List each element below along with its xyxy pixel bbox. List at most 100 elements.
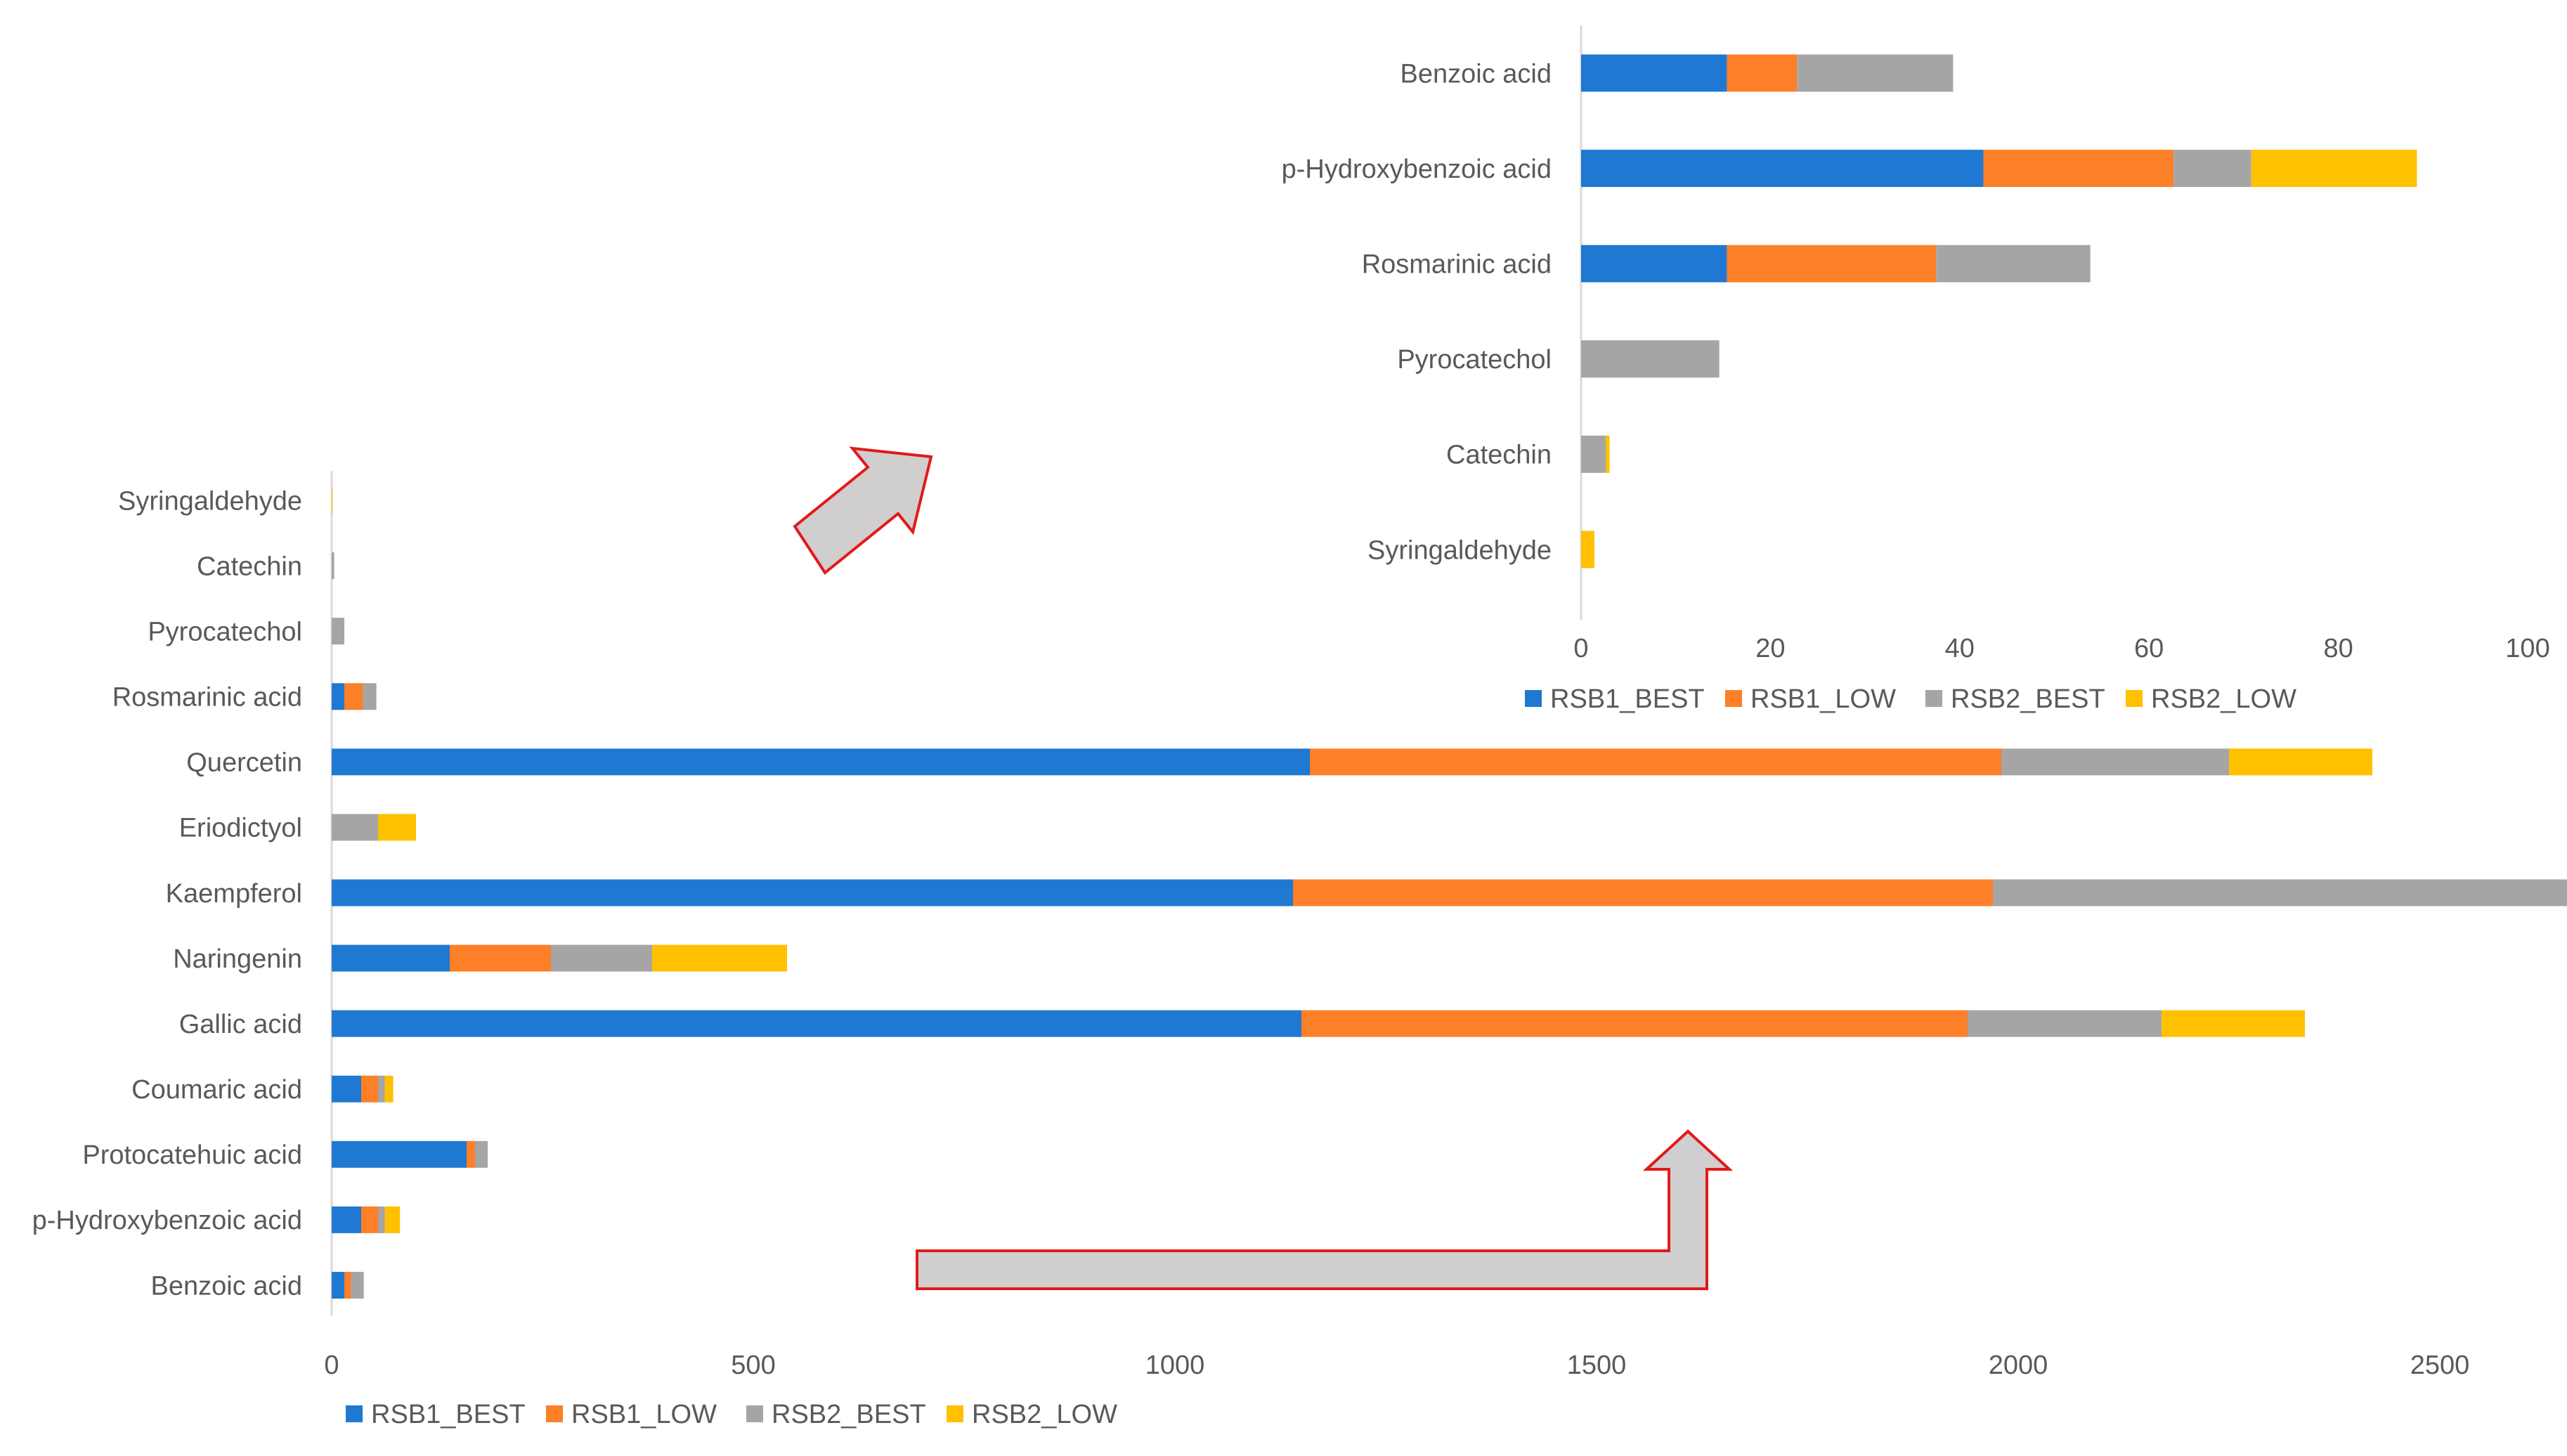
bar-segment-rsb1-best: [332, 944, 450, 972]
category-label: Quercetin: [186, 748, 302, 778]
category-label: Rosmarinic acid: [1362, 250, 1552, 280]
bar-segment-rsb1-low: [1293, 879, 1993, 906]
legend-label: RSB1_BEST: [371, 1400, 526, 1429]
bar-segment-rsb1-low: [361, 1206, 378, 1233]
bar-segment-rsb1-best: [332, 1271, 344, 1299]
category-label: Protocatehuic acid: [82, 1140, 302, 1170]
bar-segment-rsb2-best: [2001, 748, 2229, 776]
overall-chart: Syringaldehyde Catechin Pyrocatechol Rosmar…: [32, 471, 2567, 1429]
bar-segment-rsb1-low: [1301, 1010, 1968, 1037]
bar-segment-rsb1-low: [1727, 245, 1937, 282]
bar-segment-rsb2-best: [332, 552, 334, 580]
bar-segment-rsb2-best: [1936, 245, 2091, 282]
category-label: Eriodictyol: [179, 814, 302, 843]
category-label: Benzoic acid: [1401, 59, 1552, 89]
category-label: Syringaldehyde: [1367, 535, 1552, 565]
category-label: Syringaldehyde: [118, 486, 302, 516]
category-label: Catechin: [1446, 441, 1552, 470]
category-label: Rosmarinic acid: [112, 683, 302, 713]
legend-label: RSB1_BEST: [1550, 684, 1705, 714]
bar-segment-rsb2-best: [332, 618, 344, 645]
legend-swatch: [746, 1405, 763, 1422]
bar-segment-rsb2-low: [384, 1075, 394, 1103]
bar-segment-rsb2-low: [1606, 435, 1610, 473]
legend-label: RSB2_LOW: [972, 1400, 1117, 1429]
category-label: Gallic acid: [179, 1010, 302, 1039]
bar-segment-rsb2-best: [1797, 54, 1954, 92]
category-label: Catechin: [197, 552, 302, 581]
bar-segment-rsb2-best: [332, 814, 378, 841]
x-tick-label: 80: [2323, 634, 2353, 663]
x-tick-label: 500: [731, 1351, 775, 1380]
diagonal-arrow-icon: [793, 446, 933, 575]
category-label: Pyrocatechol: [1397, 345, 1552, 375]
category-label: p-Hydroxybenzoic acid: [32, 1206, 302, 1235]
bar-segment-rsb1-low: [1310, 748, 2001, 776]
bar-segment-rsb2-low: [2251, 150, 2417, 188]
bar-segment-rsb2-best: [363, 683, 377, 710]
bar-segment-rsb2-best: [1993, 879, 2567, 906]
x-tick-label: 0: [324, 1351, 339, 1380]
bar-segment-rsb2-low: [2162, 1010, 2305, 1037]
bar-segment-rsb1-low: [1727, 54, 1798, 92]
bar-segment-rsb2-low: [384, 1206, 401, 1233]
bar-segment-rsb2-best: [1581, 435, 1606, 473]
legend-label: RSB2_LOW: [2151, 684, 2296, 714]
x-tick-label: 1500: [1567, 1351, 1627, 1380]
category-label: Coumaric acid: [131, 1075, 302, 1105]
legend-swatch: [2126, 690, 2143, 707]
bar-segment-rsb1-low: [1983, 150, 2174, 188]
bar-segment-rsb1-best: [1581, 245, 1727, 282]
bar-segment-rsb1-best: [332, 748, 1310, 776]
legend-swatch: [546, 1405, 563, 1422]
bar-segment-rsb1-best: [1581, 54, 1727, 92]
category-label: Naringenin: [173, 944, 302, 974]
category-label: Benzoic acid: [151, 1271, 302, 1301]
bar-segment-rsb1-low: [344, 1271, 351, 1299]
x-tick-label: 20: [1755, 634, 1785, 663]
category-label: Pyrocatechol: [148, 617, 302, 646]
bar-segment-rsb1-best: [332, 1075, 361, 1103]
bar-segment-rsb1-best: [332, 1206, 361, 1233]
bar-segment-rsb2-best: [351, 1271, 364, 1299]
bar-segment-rsb2-best: [1968, 1010, 2162, 1037]
legend-label: RSB2_BEST: [1951, 684, 2105, 714]
x-tick-label: 100: [2505, 634, 2549, 663]
category-label: p-Hydroxybenzoic acid: [1282, 155, 1552, 184]
bar-segment-rsb1-best: [332, 1010, 1301, 1037]
bar-segment-rsb1-low: [361, 1075, 378, 1103]
category-label: Kaempferol: [166, 879, 302, 909]
bar-segment-rsb1-low: [450, 944, 551, 972]
legend-swatch: [346, 1405, 363, 1422]
bar-segment-rsb1-best: [332, 683, 344, 710]
x-tick-label: 0: [1573, 634, 1588, 663]
x-tick-label: 1000: [1145, 1351, 1205, 1380]
bar-segment-rsb1-best: [332, 1140, 467, 1168]
bar-segment-rsb2-best: [378, 1075, 385, 1103]
bar-segment-rsb2-best: [551, 944, 652, 972]
arrows: [793, 446, 1734, 1290]
bar-segment-rsb1-best: [332, 879, 1293, 906]
bar-segment-rsb1-low: [344, 683, 363, 710]
bar-segment-rsb2-low: [2229, 748, 2372, 776]
x-tick-label: 60: [2134, 634, 2164, 663]
bar-segment-rsb1-low: [467, 1140, 475, 1168]
x-tick-label: 40: [1945, 634, 1975, 663]
bar-segment-rsb2-best: [378, 1206, 385, 1233]
zoom-chart: Benzoic acid p-Hydroxybenzoic acid Rosmari…: [1282, 25, 2550, 714]
legend-swatch: [1925, 690, 1942, 707]
bar-segment-rsb2-best: [1581, 340, 1720, 378]
bar-segment-rsb2-low: [1581, 531, 1594, 568]
legend-swatch: [1525, 690, 1542, 707]
elbow-arrow-icon: [916, 1129, 1734, 1290]
legend-swatch: [1725, 690, 1742, 707]
x-tick-label: 2000: [1989, 1351, 2048, 1380]
bar-segment-rsb2-best: [2173, 150, 2251, 188]
legend-swatch: [947, 1405, 963, 1422]
legend-label: RSB1_LOW: [571, 1400, 717, 1429]
legend-label: RSB1_LOW: [1750, 684, 1896, 714]
x-tick-label: 2500: [2410, 1351, 2470, 1380]
bar-segment-rsb2-low: [378, 814, 416, 841]
bar-segment-rsb1-best: [1581, 150, 1984, 188]
